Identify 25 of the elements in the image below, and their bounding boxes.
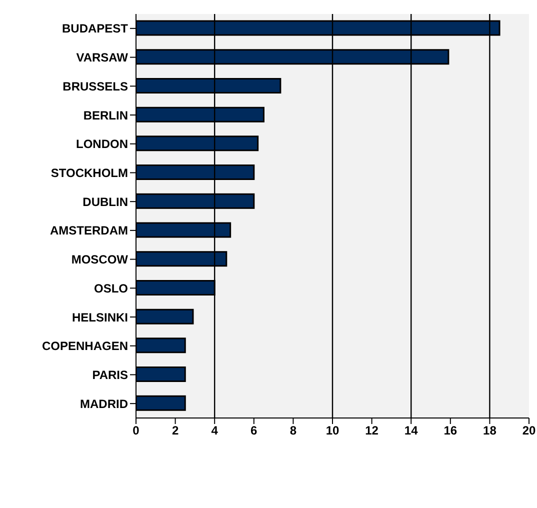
x-tick-label: 16 [444,424,458,438]
x-tick-label: 6 [250,424,258,438]
y-tick-label: PARIS [92,368,128,382]
x-tick-label: 8 [290,424,297,438]
x-tick-label: 10 [326,424,340,438]
y-tick-label: BUDAPEST [62,22,129,36]
y-tick-label: MOSCOW [71,252,129,267]
y-tick-label: HELSINKI [72,310,128,324]
x-tick-label: 4 [211,424,218,438]
x-tick-label: 18 [483,424,497,438]
x-tick-label: 20 [522,424,536,438]
y-tick-label: DUBLIN [82,194,128,209]
y-tick-label: VARSAW [76,50,129,65]
x-tick-label: 12 [365,424,379,438]
y-tick-label: AMSTERDAM [50,224,128,238]
x-tick-label: 2 [172,424,179,438]
x-tick-label: 0 [132,424,140,438]
y-tick-label: MADRID [80,396,128,411]
y-tick-label: COPENHAGEN [42,339,128,354]
y-tick-label: LONDON [76,137,128,152]
y-tick-label: BRUSSELS [62,79,128,94]
y-tick-label: STOCKHOLM [50,166,128,180]
y-tick-label: OSLO [94,281,128,296]
y-tick-label: BERLIN [83,108,128,122]
x-tick-label: 14 [404,424,418,438]
